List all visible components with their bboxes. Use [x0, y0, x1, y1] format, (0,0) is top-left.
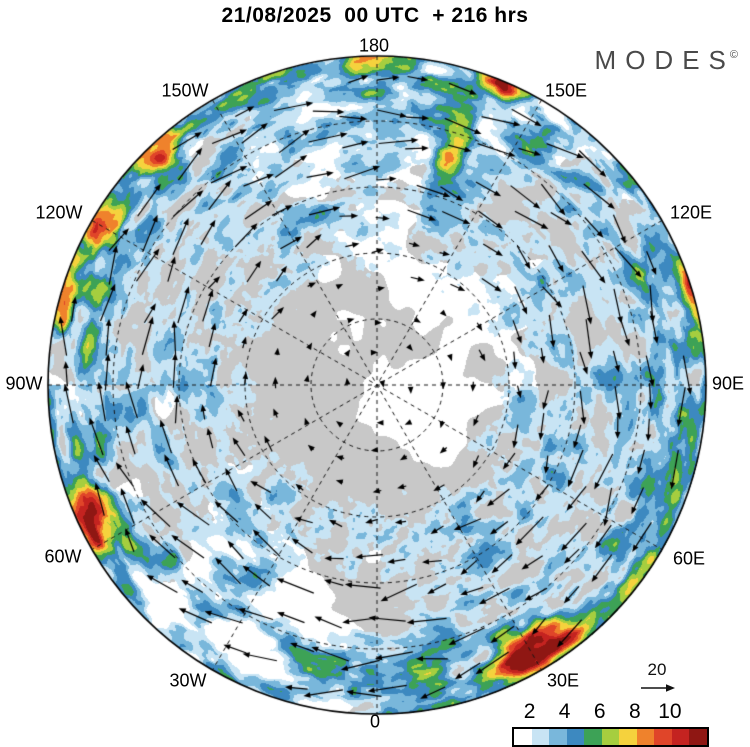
colorbar-cell [601, 729, 620, 745]
meridian-label-60W: 60W [44, 546, 82, 567]
colorbar-cell [654, 729, 672, 745]
colorbar-tick-label: 6 [593, 700, 606, 723]
vector-reference-label: 20 [647, 660, 667, 679]
meridian-label-0: 0 [369, 711, 381, 732]
meridian-label-30W: 30W [169, 670, 207, 691]
meridian-label-120E: 120E [669, 202, 713, 223]
colorbar-cell [531, 729, 550, 745]
colorbar-tick-label: 2 [523, 700, 536, 723]
meridian-label-150W: 150W [161, 80, 209, 101]
meridian-label-60E: 60E [672, 548, 706, 569]
colorbar-cell [549, 729, 567, 745]
colorbar-tick-label: 8 [628, 700, 641, 723]
meridian-label-120W: 120W [35, 202, 83, 223]
colorbar-cell [514, 729, 532, 745]
meridian-label-90E: 90E [711, 373, 745, 394]
meridian-label-90W: 90W [5, 373, 43, 394]
colorbar-tick-label: 4 [558, 700, 571, 723]
meridian-label-30E: 30E [546, 670, 580, 691]
colorbar [512, 727, 709, 747]
copyright-mark: © [729, 49, 738, 61]
colorbar-cell [689, 729, 708, 745]
colorbar-cell [619, 729, 637, 745]
right-arrow-icon [641, 684, 675, 692]
colorbar-cell [636, 729, 655, 745]
modes-logo-text: MODES [594, 45, 735, 75]
meridian-label-150E: 150E [544, 80, 588, 101]
forecast-title: 21/08/2025 00 UTC + 216 hrs [221, 4, 529, 27]
colorbar-cell [566, 729, 585, 745]
colorbar-tick-label: 10 [658, 700, 682, 723]
meridian-label-180: 180 [358, 35, 390, 56]
colorbar-cell [584, 729, 602, 745]
colorbar-cell [671, 729, 690, 745]
modes-logo: MODES© [595, 45, 738, 76]
